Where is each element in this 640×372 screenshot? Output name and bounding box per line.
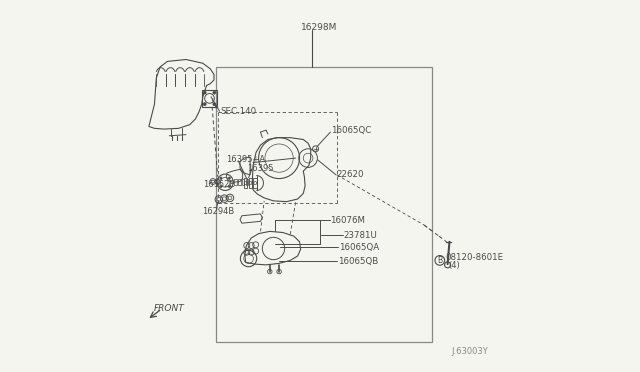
Circle shape: [203, 91, 206, 94]
Text: 16076M: 16076M: [330, 216, 365, 225]
Text: J.63003Y: J.63003Y: [451, 347, 488, 356]
Text: SEC.140: SEC.140: [221, 107, 257, 116]
Circle shape: [228, 177, 230, 179]
Text: 16395+A: 16395+A: [226, 155, 265, 164]
Circle shape: [220, 177, 222, 179]
Circle shape: [228, 185, 230, 187]
Text: 16152E: 16152E: [204, 180, 235, 189]
Text: 16395: 16395: [248, 164, 274, 173]
Text: 16065QB: 16065QB: [338, 257, 378, 266]
Text: 16298M: 16298M: [301, 23, 338, 32]
Circle shape: [213, 91, 216, 94]
Text: 16065QC: 16065QC: [331, 126, 371, 135]
Circle shape: [220, 185, 222, 187]
Text: 16294B: 16294B: [202, 207, 234, 216]
Text: 16065QA: 16065QA: [339, 243, 379, 252]
Circle shape: [213, 103, 216, 106]
Text: 08120-8601E: 08120-8601E: [445, 253, 504, 262]
Text: (4): (4): [449, 261, 460, 270]
Text: 23781U: 23781U: [344, 231, 378, 240]
Circle shape: [203, 103, 206, 106]
Text: B: B: [437, 256, 442, 265]
Text: 22620: 22620: [337, 170, 364, 179]
Text: FRONT: FRONT: [154, 304, 184, 312]
